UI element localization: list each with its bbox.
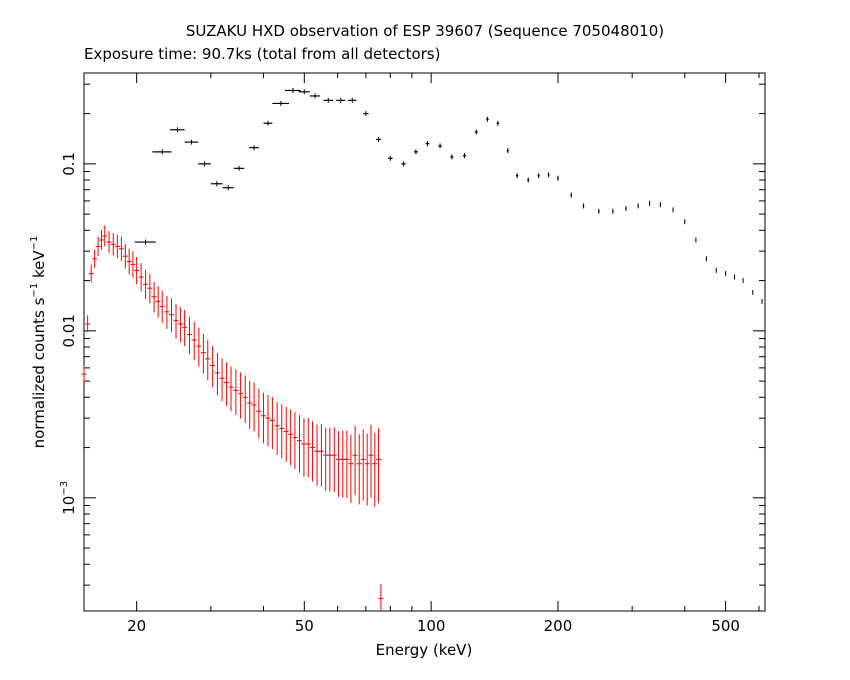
y-tick-label: 10−3: [59, 481, 78, 515]
chart-title: SUZAKU HXD observation of ESP 39607 (Seq…: [185, 22, 665, 40]
x-tick-label: 500: [711, 617, 740, 635]
y-tick-label: 0.1: [60, 152, 78, 176]
pin-series: [81, 225, 384, 611]
y-tick-label-base: 0.01: [60, 314, 78, 347]
x-tick-label: 20: [127, 617, 146, 635]
y-axis-label-exp-2: −1: [29, 236, 40, 251]
plot-frame: [83, 72, 766, 612]
chart-subtitle: Exposure time: 90.7ks (total from all de…: [84, 45, 441, 63]
axis-ticks: 20 50 100 200 500 0.1 0.01 10−3: [59, 73, 765, 635]
y-axis-label-unit: keV: [30, 250, 48, 278]
y-tick-label-base: 0.1: [60, 152, 78, 176]
y-axis-label-main: normalized counts s: [30, 297, 48, 448]
y-axis-label-exp-1: −1: [29, 283, 40, 298]
x-tick-label: 200: [544, 617, 573, 635]
x-tick-label: 50: [295, 617, 314, 635]
x-axis-label: Energy (keV): [376, 641, 473, 659]
y-tick-label: 0.01: [60, 314, 78, 347]
y-axis-label: normalized counts s−1 keV−1: [29, 236, 48, 449]
gso-series: [134, 87, 763, 304]
y-tick-label-exp: −3: [59, 481, 70, 496]
y-tick-label-base: 10: [60, 496, 78, 515]
x-tick-label: 100: [417, 617, 446, 635]
